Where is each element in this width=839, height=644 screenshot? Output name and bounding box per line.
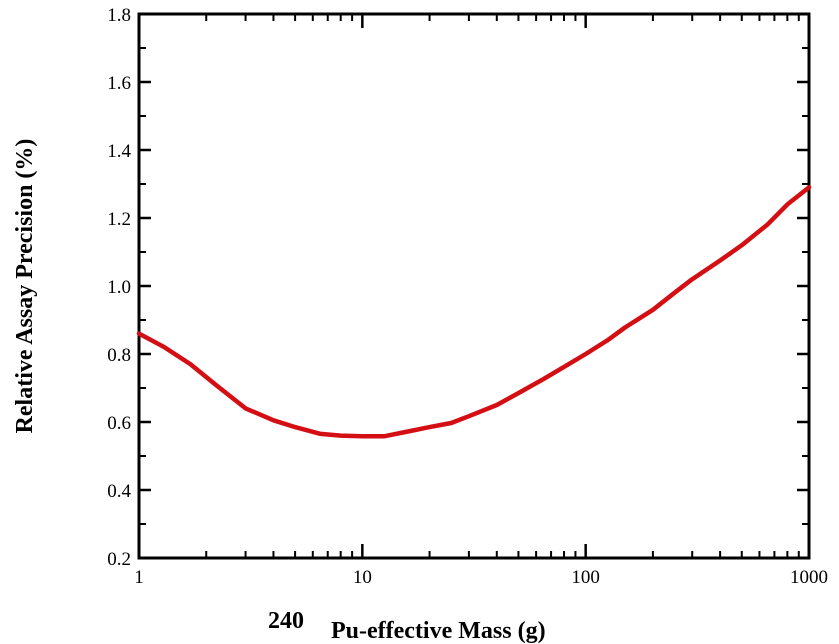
y-axis-title: Relative Assay Precision (%)	[12, 139, 38, 434]
y-tick-label: 0.4	[107, 481, 131, 502]
axis-ticks	[137, 12, 811, 560]
y-tick-label: 1.0	[107, 277, 131, 298]
tick-labels: 0.2 0.4 0.6 0.8 1.0 1.2 1.4 1.6 1.8 1 10 100 1000	[107, 5, 828, 588]
x-axis-title-prefix: 240	[268, 608, 304, 634]
plot-frame	[137, 12, 811, 560]
y-tick-label: 1.6	[107, 73, 131, 94]
x-axis-title: Pu-effective Mass (g)	[331, 618, 546, 644]
series-layer	[136, 185, 812, 439]
series-line-0	[136, 185, 812, 439]
y-tick-label: 1.2	[107, 209, 131, 230]
x-tick-label: 10	[353, 567, 372, 588]
y-tick-label: 0.8	[107, 345, 131, 366]
x-tick-label: 1000	[790, 567, 828, 588]
x-tick-label: 100	[571, 567, 600, 588]
y-tick-label: 1.4	[107, 141, 131, 162]
y-tick-label: 0.2	[107, 549, 131, 570]
y-tick-label: 0.6	[107, 413, 131, 434]
x-tick-label: 1	[134, 567, 144, 588]
y-tick-label: 1.8	[107, 5, 131, 26]
